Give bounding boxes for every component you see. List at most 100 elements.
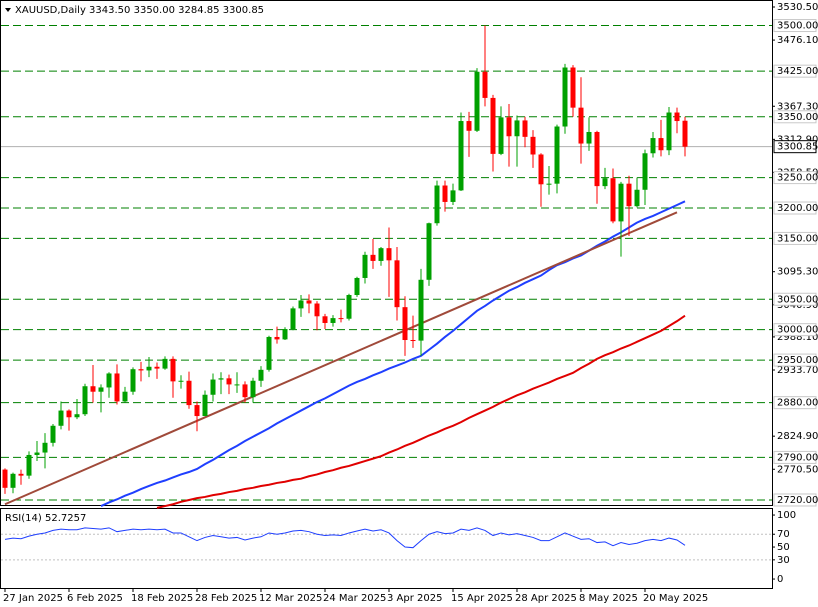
candle-body — [674, 112, 680, 122]
candle-body — [570, 67, 576, 108]
level-label-box — [773, 353, 817, 367]
x-tick-label: 27 Jan 2025 — [3, 593, 63, 604]
level-label-box — [773, 231, 817, 245]
level-label: 3000.00 — [777, 325, 818, 336]
candle-body — [490, 97, 496, 154]
candle-body — [218, 378, 224, 380]
x-tick-label: 15 Apr 2025 — [451, 593, 513, 604]
candle-body — [458, 121, 464, 191]
candle-body — [370, 254, 376, 261]
level-label: 3200.00 — [777, 203, 818, 214]
candle-body — [322, 316, 328, 323]
level-label: 2880.00 — [777, 398, 818, 409]
menu-triangle — [5, 8, 11, 12]
candle-body — [434, 185, 440, 224]
candle-body — [170, 358, 176, 382]
candle-body — [354, 277, 360, 295]
x-tick-label: 20 May 2025 — [643, 593, 708, 604]
candle-body — [194, 405, 200, 417]
candle-body — [178, 380, 184, 382]
candle-body — [426, 223, 432, 280]
candle-body — [618, 183, 624, 222]
rsi-pane — [0, 508, 773, 589]
level-label: 3150.00 — [777, 233, 818, 244]
level-label: 2720.00 — [777, 495, 818, 506]
candle-body — [554, 126, 560, 184]
candle-body — [42, 442, 48, 453]
candle-body — [90, 386, 96, 392]
y-tick-label: 30 — [777, 555, 790, 566]
rsi-header: RSI(14) 52.7257 — [5, 513, 86, 524]
candle-body — [34, 452, 40, 455]
candle-body — [394, 260, 400, 308]
candle-body — [186, 380, 192, 406]
candle-body — [154, 366, 160, 369]
candle-body — [138, 369, 144, 371]
candle-body — [650, 138, 656, 154]
candle-body — [250, 380, 256, 398]
y-tick-label: 3095.30 — [777, 267, 818, 278]
level-label: 3500.00 — [777, 21, 818, 32]
candle-body — [586, 131, 592, 144]
candle-body — [594, 131, 600, 187]
level-label: 2790.00 — [777, 452, 818, 463]
candle-body — [418, 279, 424, 341]
y-tick-label: 2988.10 — [777, 332, 818, 343]
level-label-box — [773, 110, 817, 124]
candle-body — [538, 154, 544, 185]
level-label-box — [773, 323, 817, 337]
y-tick-label: 3476.10 — [777, 35, 818, 46]
candle-body — [18, 473, 24, 476]
candle-body — [226, 378, 232, 385]
candle-body — [450, 190, 456, 202]
candle-body — [410, 340, 416, 342]
candle-body — [626, 183, 632, 207]
candle-body — [234, 384, 240, 386]
candle-body — [98, 387, 104, 392]
candle-body — [66, 410, 72, 418]
y-tick-label: 3530.50 — [777, 2, 818, 13]
level-label-box — [773, 64, 817, 78]
candle-body — [58, 410, 64, 426]
candle-body — [378, 248, 384, 261]
candle-body — [522, 120, 528, 137]
candle-body — [386, 248, 392, 261]
candle-body — [26, 454, 32, 476]
y-tick-label: 2933.70 — [777, 365, 818, 376]
x-tick-label: 28 Apr 2025 — [515, 593, 577, 604]
candle-body — [298, 300, 304, 309]
candle-body — [282, 329, 288, 340]
level-label-box — [773, 396, 817, 410]
candle-body — [122, 391, 128, 402]
level-label-box — [773, 292, 817, 306]
y-tick-label: 0 — [777, 574, 783, 585]
candle-body — [258, 369, 264, 381]
candle-body — [466, 121, 472, 131]
candle-body — [442, 185, 448, 202]
high-label: 3350.00 — [134, 5, 175, 16]
candle-body — [546, 183, 552, 185]
y-tick-label: 2770.50 — [777, 464, 818, 475]
y-tick-label: 100 — [777, 510, 796, 521]
level-label-box — [773, 171, 817, 185]
rsi-value: 52.7257 — [45, 513, 86, 524]
candle-body — [642, 153, 648, 190]
y-tick-label: 2824.90 — [777, 431, 818, 442]
x-tick-label: 6 Feb 2025 — [67, 593, 123, 604]
candle-body — [338, 318, 344, 320]
y-tick-label: 3312.90 — [777, 134, 818, 145]
rsi-name: RSI(14) — [5, 513, 42, 524]
level-label: 3425.00 — [777, 66, 818, 77]
level-label: 3050.00 — [777, 294, 818, 305]
candle-body — [202, 394, 208, 417]
rsi-line — [4, 527, 686, 549]
y-tick-label: 3367.30 — [777, 101, 818, 112]
candle-body — [2, 469, 8, 488]
candle-body — [82, 386, 88, 415]
level-label: 3350.00 — [777, 112, 818, 123]
level-label-box — [773, 493, 817, 507]
x-tick-label: 18 Feb 2025 — [131, 593, 193, 604]
y-tick-label: 50 — [777, 542, 790, 553]
candle-body — [578, 107, 584, 144]
